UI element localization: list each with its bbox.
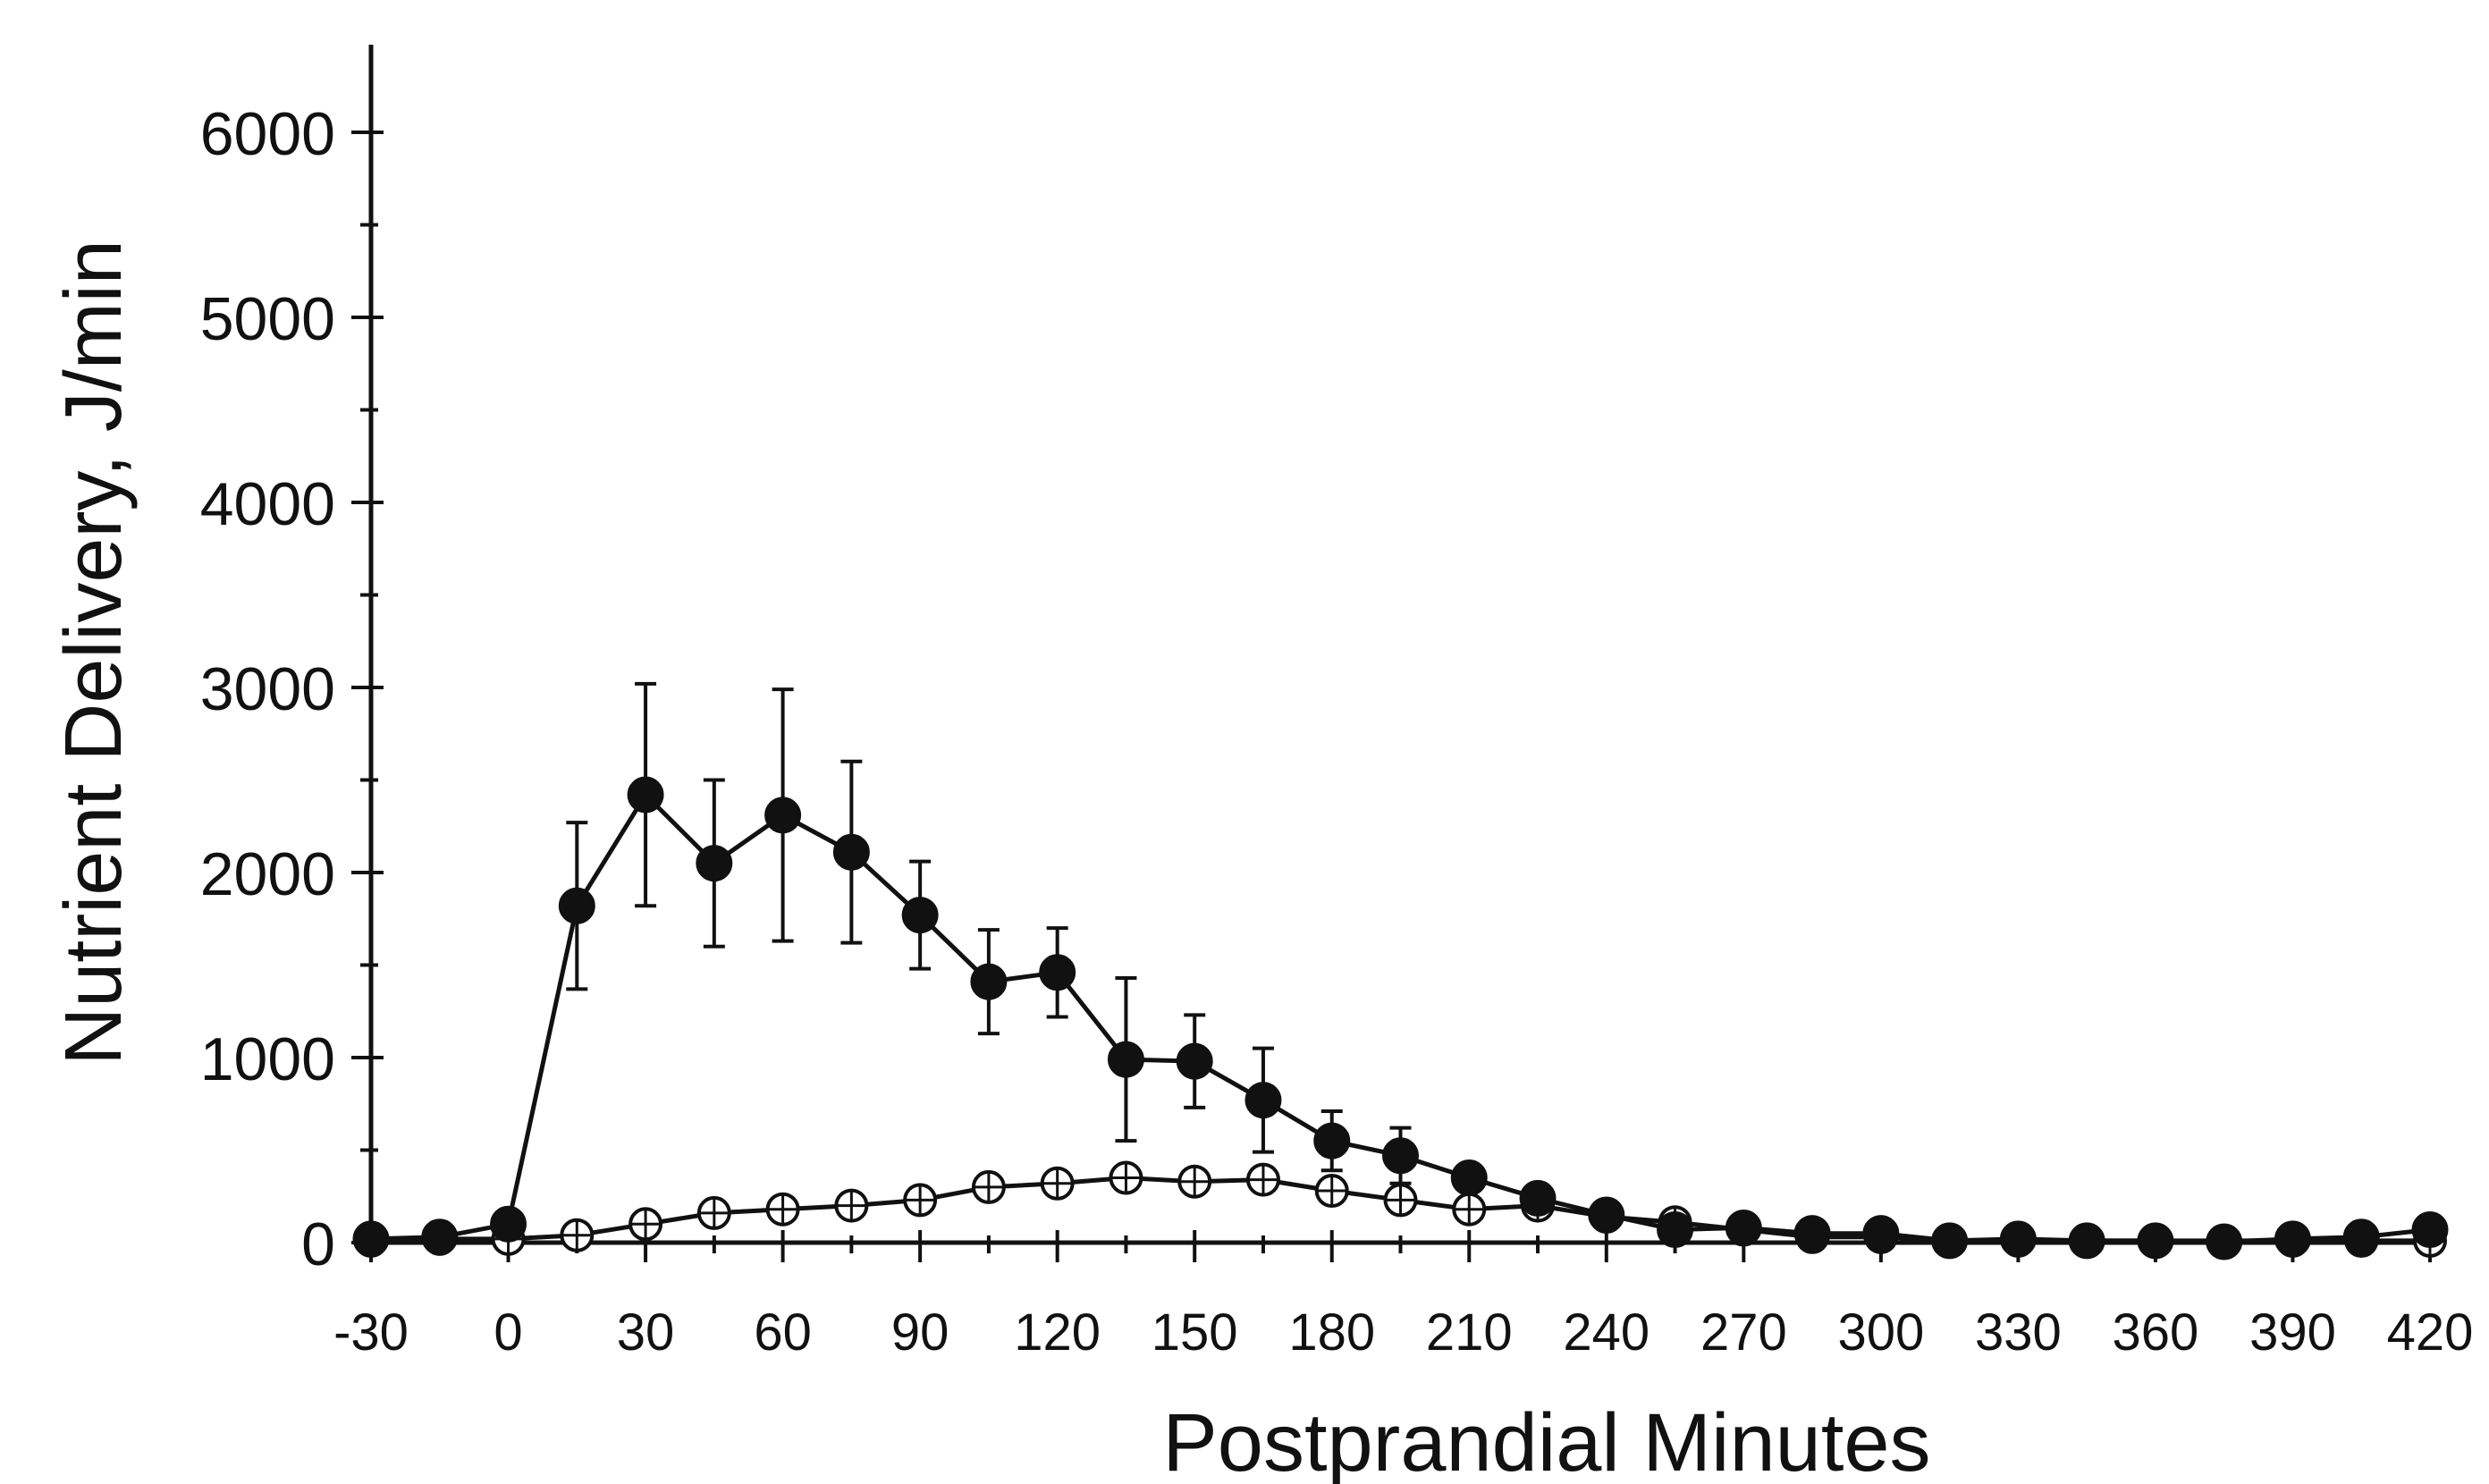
data-point-open [629,1207,663,1242]
x-tick-label: 390 [2249,1303,2336,1362]
x-tick-label: 210 [1426,1303,1513,1362]
data-point-filled [1176,1042,1213,1080]
x-tick-label: 60 [754,1303,812,1362]
x-axis-label: Postprandial Minutes [1162,1397,1930,1484]
x-tick-label: 0 [494,1303,522,1362]
data-point-filled [1519,1179,1557,1217]
data-point-filled [1931,1222,1969,1260]
x-tick-label: 360 [2113,1303,2199,1362]
data-point-filled [1862,1215,1900,1252]
x-tick-label: 240 [1563,1303,1649,1362]
data-point-open [1177,1164,1212,1199]
data-point-filled [1382,1137,1419,1175]
x-tick-label: 180 [1288,1303,1375,1362]
y-tick-label: 1000 [200,1025,335,1093]
data-point-open [560,1218,595,1252]
y-ticks: 0 1000 2000 3000 4000 5000 6000 [200,100,384,1278]
data-point-open [1040,1166,1075,1201]
x-tick-label: 270 [1700,1303,1787,1362]
data-point-filled [421,1218,459,1256]
y-tick-label: 6000 [200,100,335,168]
data-point-filled [627,776,664,814]
y-tick-label: 0 [301,1210,335,1278]
data-point-open [696,1195,731,1230]
data-points [352,776,2449,1261]
x-ticks: -30 0 30 60 90 120 150 180 210 240 270 300 330 360 390… [333,1230,2473,1362]
data-point-filled [2411,1211,2449,1249]
data-point-open [765,1192,800,1227]
data-point-filled [901,897,939,934]
data-point-filled [970,963,1008,1000]
x-tick-label: 90 [891,1303,949,1362]
data-point-filled [2137,1222,2174,1260]
y-axis-label: Nutrient Delivery, J/min [49,240,139,1066]
data-point-filled [1657,1211,1694,1249]
data-point-filled [1313,1122,1351,1159]
x-tick-label: 150 [1152,1303,1238,1362]
data-point-filled [1244,1082,1282,1119]
data-point-filled [2342,1218,2380,1256]
data-point-filled [1793,1215,1831,1252]
data-point-filled [352,1220,390,1258]
data-point-open [971,1169,1006,1204]
data-point-filled [832,833,870,871]
error-bars [566,681,1412,1185]
data-point-filled [696,845,733,882]
data-point-filled [1588,1196,1625,1234]
y-tick-label: 3000 [200,655,335,723]
data-point-open [903,1183,938,1218]
data-point-open [1245,1162,1280,1197]
data-point-filled [2068,1222,2105,1260]
data-point-open [834,1188,869,1223]
data-point-filled [1999,1220,2037,1258]
data-point-filled [764,797,802,834]
data-point-open [1314,1174,1349,1209]
x-tick-label: 300 [1837,1303,1924,1362]
data-point-filled [1450,1159,1488,1197]
data-point-filled [2206,1223,2243,1261]
data-point-filled [1039,954,1076,991]
data-point-open [1383,1183,1418,1218]
x-tick-label: -30 [333,1303,409,1362]
axes [368,45,2430,1245]
x-tick-label: 420 [2387,1303,2474,1362]
y-tick-label: 2000 [200,840,335,908]
data-point-filled [490,1205,527,1243]
data-point-filled [2274,1220,2311,1258]
data-point-filled [558,887,595,924]
y-tick-label: 4000 [200,470,335,538]
x-tick-label: 330 [1975,1303,2062,1362]
data-point-filled [1107,1041,1144,1078]
x-tick-label: 30 [617,1303,675,1362]
data-point-open [1452,1192,1487,1227]
data-point-filled [1725,1209,1762,1246]
x-tick-label: 120 [1014,1303,1101,1362]
y-tick-label: 5000 [200,285,335,353]
data-point-open [1109,1160,1143,1195]
